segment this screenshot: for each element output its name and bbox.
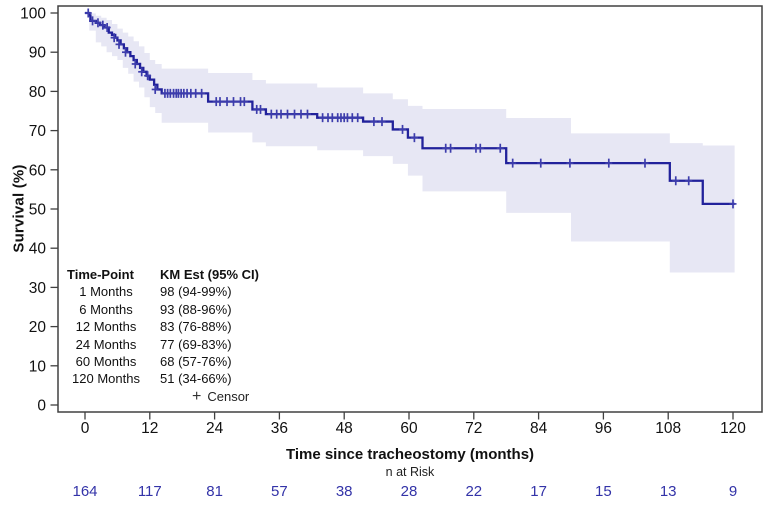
- y-axis-title: Survival (%): [10, 164, 28, 253]
- x-tick-label: 120: [720, 420, 746, 437]
- n-at-risk-value: 164: [72, 483, 98, 500]
- x-tick-label: 48: [336, 420, 353, 437]
- x-tick-label: 96: [595, 420, 612, 437]
- y-tick-label: 30: [29, 280, 47, 297]
- km-table-timepoint: 24 Months: [75, 336, 137, 352]
- km-table-estimate: 83 (76-88%): [160, 319, 232, 335]
- km-table-header-estimate: KM Est (95% CI): [160, 267, 259, 282]
- x-tick-label: 12: [141, 420, 158, 437]
- y-tick-label: 20: [29, 319, 47, 336]
- y-tick-label: 10: [29, 358, 47, 375]
- x-tick-label: 84: [530, 420, 548, 437]
- km-estimate-table: Time-Point KM Est (95% CI) 1 Months 98 (94…: [64, 266, 259, 405]
- n-at-risk-value: 13: [659, 483, 677, 500]
- n-at-risk-caption: n at Risk: [385, 465, 435, 479]
- n-at-risk-value: 17: [530, 483, 547, 500]
- n-at-risk-value: 38: [335, 483, 353, 500]
- y-tick-label: 80: [29, 84, 47, 101]
- x-axis-title: Time since tracheostomy (months): [285, 446, 535, 463]
- x-tick-label: 72: [465, 420, 482, 437]
- y-tick-label: 100: [20, 6, 46, 23]
- censor-legend-label: Censor: [207, 388, 250, 404]
- n-at-risk-value: 81: [206, 483, 223, 500]
- km-table-timepoint: 60 Months: [75, 354, 137, 370]
- km-table-timepoint: 1 Months: [79, 284, 133, 300]
- km-table-row: 6 Months 93 (88-96%): [64, 301, 259, 318]
- n-at-risk-value: 57: [271, 483, 288, 500]
- n-at-risk-value: 28: [400, 483, 418, 500]
- km-table-header: Time-Point KM Est (95% CI): [64, 266, 259, 283]
- n-at-risk-value: 22: [465, 483, 483, 500]
- censor-legend: + Censor: [192, 388, 259, 405]
- km-table-row: 24 Months 77 (69-83%): [64, 336, 259, 353]
- n-at-risk-value: 15: [595, 483, 612, 500]
- x-tick-label: 0: [81, 420, 90, 437]
- censor-plus-icon: +: [192, 387, 202, 405]
- km-table-estimate: 77 (69-83%): [160, 336, 232, 352]
- km-table-estimate: 51 (34-66%): [160, 371, 232, 387]
- ci-band: [89, 13, 735, 273]
- y-tick-label: 0: [37, 398, 46, 415]
- km-table-estimate: 93 (88-96%): [160, 301, 232, 317]
- y-tick-label: 40: [29, 241, 47, 258]
- km-table-row: 120 Months 51 (34-66%): [64, 370, 259, 387]
- censor-marks: [84, 8, 737, 209]
- km-table-timepoint: 120 Months: [72, 371, 140, 387]
- y-tick-label: 90: [29, 45, 47, 62]
- y-tick-label: 70: [29, 123, 47, 140]
- km-table-header-timepoint: Time-Point: [67, 267, 134, 282]
- y-tick-label: 60: [29, 162, 47, 179]
- x-tick-label: 24: [206, 420, 224, 437]
- km-table-timepoint: 12 Months: [75, 319, 137, 335]
- x-tick-label: 36: [271, 420, 288, 437]
- km-table-timepoint: 6 Months: [79, 301, 133, 317]
- km-table-row: 60 Months 68 (57-76%): [64, 353, 259, 370]
- km-table-row: 12 Months 83 (76-88%): [64, 318, 259, 335]
- y-tick-label: 50: [29, 202, 47, 219]
- km-table-row: 1 Months 98 (94-99%): [64, 283, 259, 300]
- km-table-estimate: 98 (94-99%): [160, 284, 232, 300]
- km-table-estimate: 68 (57-76%): [160, 354, 232, 370]
- x-tick-label: 108: [655, 420, 681, 437]
- x-tick-label: 60: [400, 420, 418, 437]
- n-at-risk-value: 9: [728, 483, 738, 500]
- n-at-risk-value: 117: [137, 483, 162, 500]
